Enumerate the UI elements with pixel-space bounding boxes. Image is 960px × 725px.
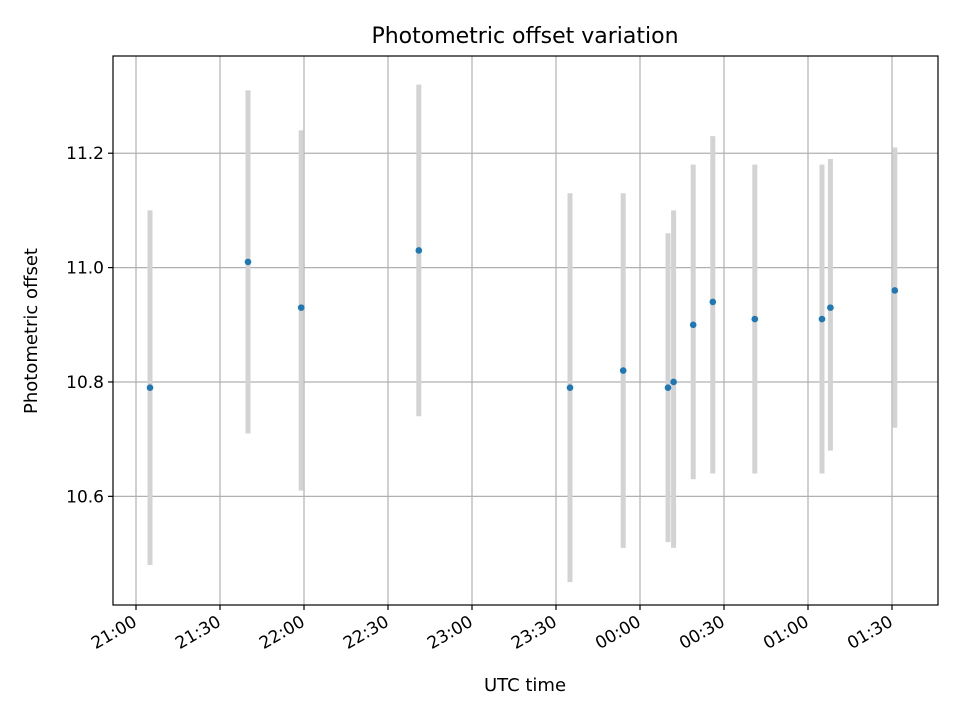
y-tick-label: 11.0 [66, 259, 104, 279]
error-bars [147, 84, 898, 583]
data-point [664, 384, 672, 391]
data-point [891, 287, 899, 294]
data-point [689, 321, 697, 329]
x-tick-label: 01:30 [844, 612, 896, 654]
data-point [818, 315, 826, 323]
data-point [244, 258, 252, 266]
data-point [670, 378, 677, 386]
grid [113, 56, 938, 605]
y-tick-label: 10.8 [66, 373, 104, 393]
chart-title: Photometric offset variation [371, 24, 678, 49]
data-point [709, 298, 717, 306]
y-axis-label: Photometric offset [21, 248, 42, 414]
y-tick-label: 10.6 [66, 487, 104, 507]
data-point [415, 247, 423, 254]
x-tick-label: 00:00 [592, 612, 644, 654]
x-tick-label: 23:00 [424, 612, 476, 654]
x-tick-label: 21:30 [172, 612, 224, 654]
data-points [146, 247, 899, 391]
data-point [297, 304, 305, 311]
x-axis-label: UTC time [484, 675, 566, 696]
data-point [827, 304, 834, 311]
data-point [566, 384, 574, 391]
x-tick-label: 22:30 [340, 612, 392, 654]
x-tick-label: 22:00 [256, 612, 308, 654]
data-point [751, 315, 759, 323]
x-tick-label: 21:00 [88, 612, 140, 654]
x-tick-label: 23:30 [508, 612, 560, 654]
y-tick-label: 11.2 [66, 144, 104, 164]
data-point [146, 384, 154, 391]
x-tick-label: 00:30 [676, 612, 728, 654]
plot-frame [112, 55, 939, 606]
data-point [619, 367, 627, 374]
x-tick-label: 01:00 [760, 612, 812, 654]
axis-ticks: 21:00 21:30 22:00 22:30 23:00 23:30 00:00 00:30… [66, 144, 896, 654]
